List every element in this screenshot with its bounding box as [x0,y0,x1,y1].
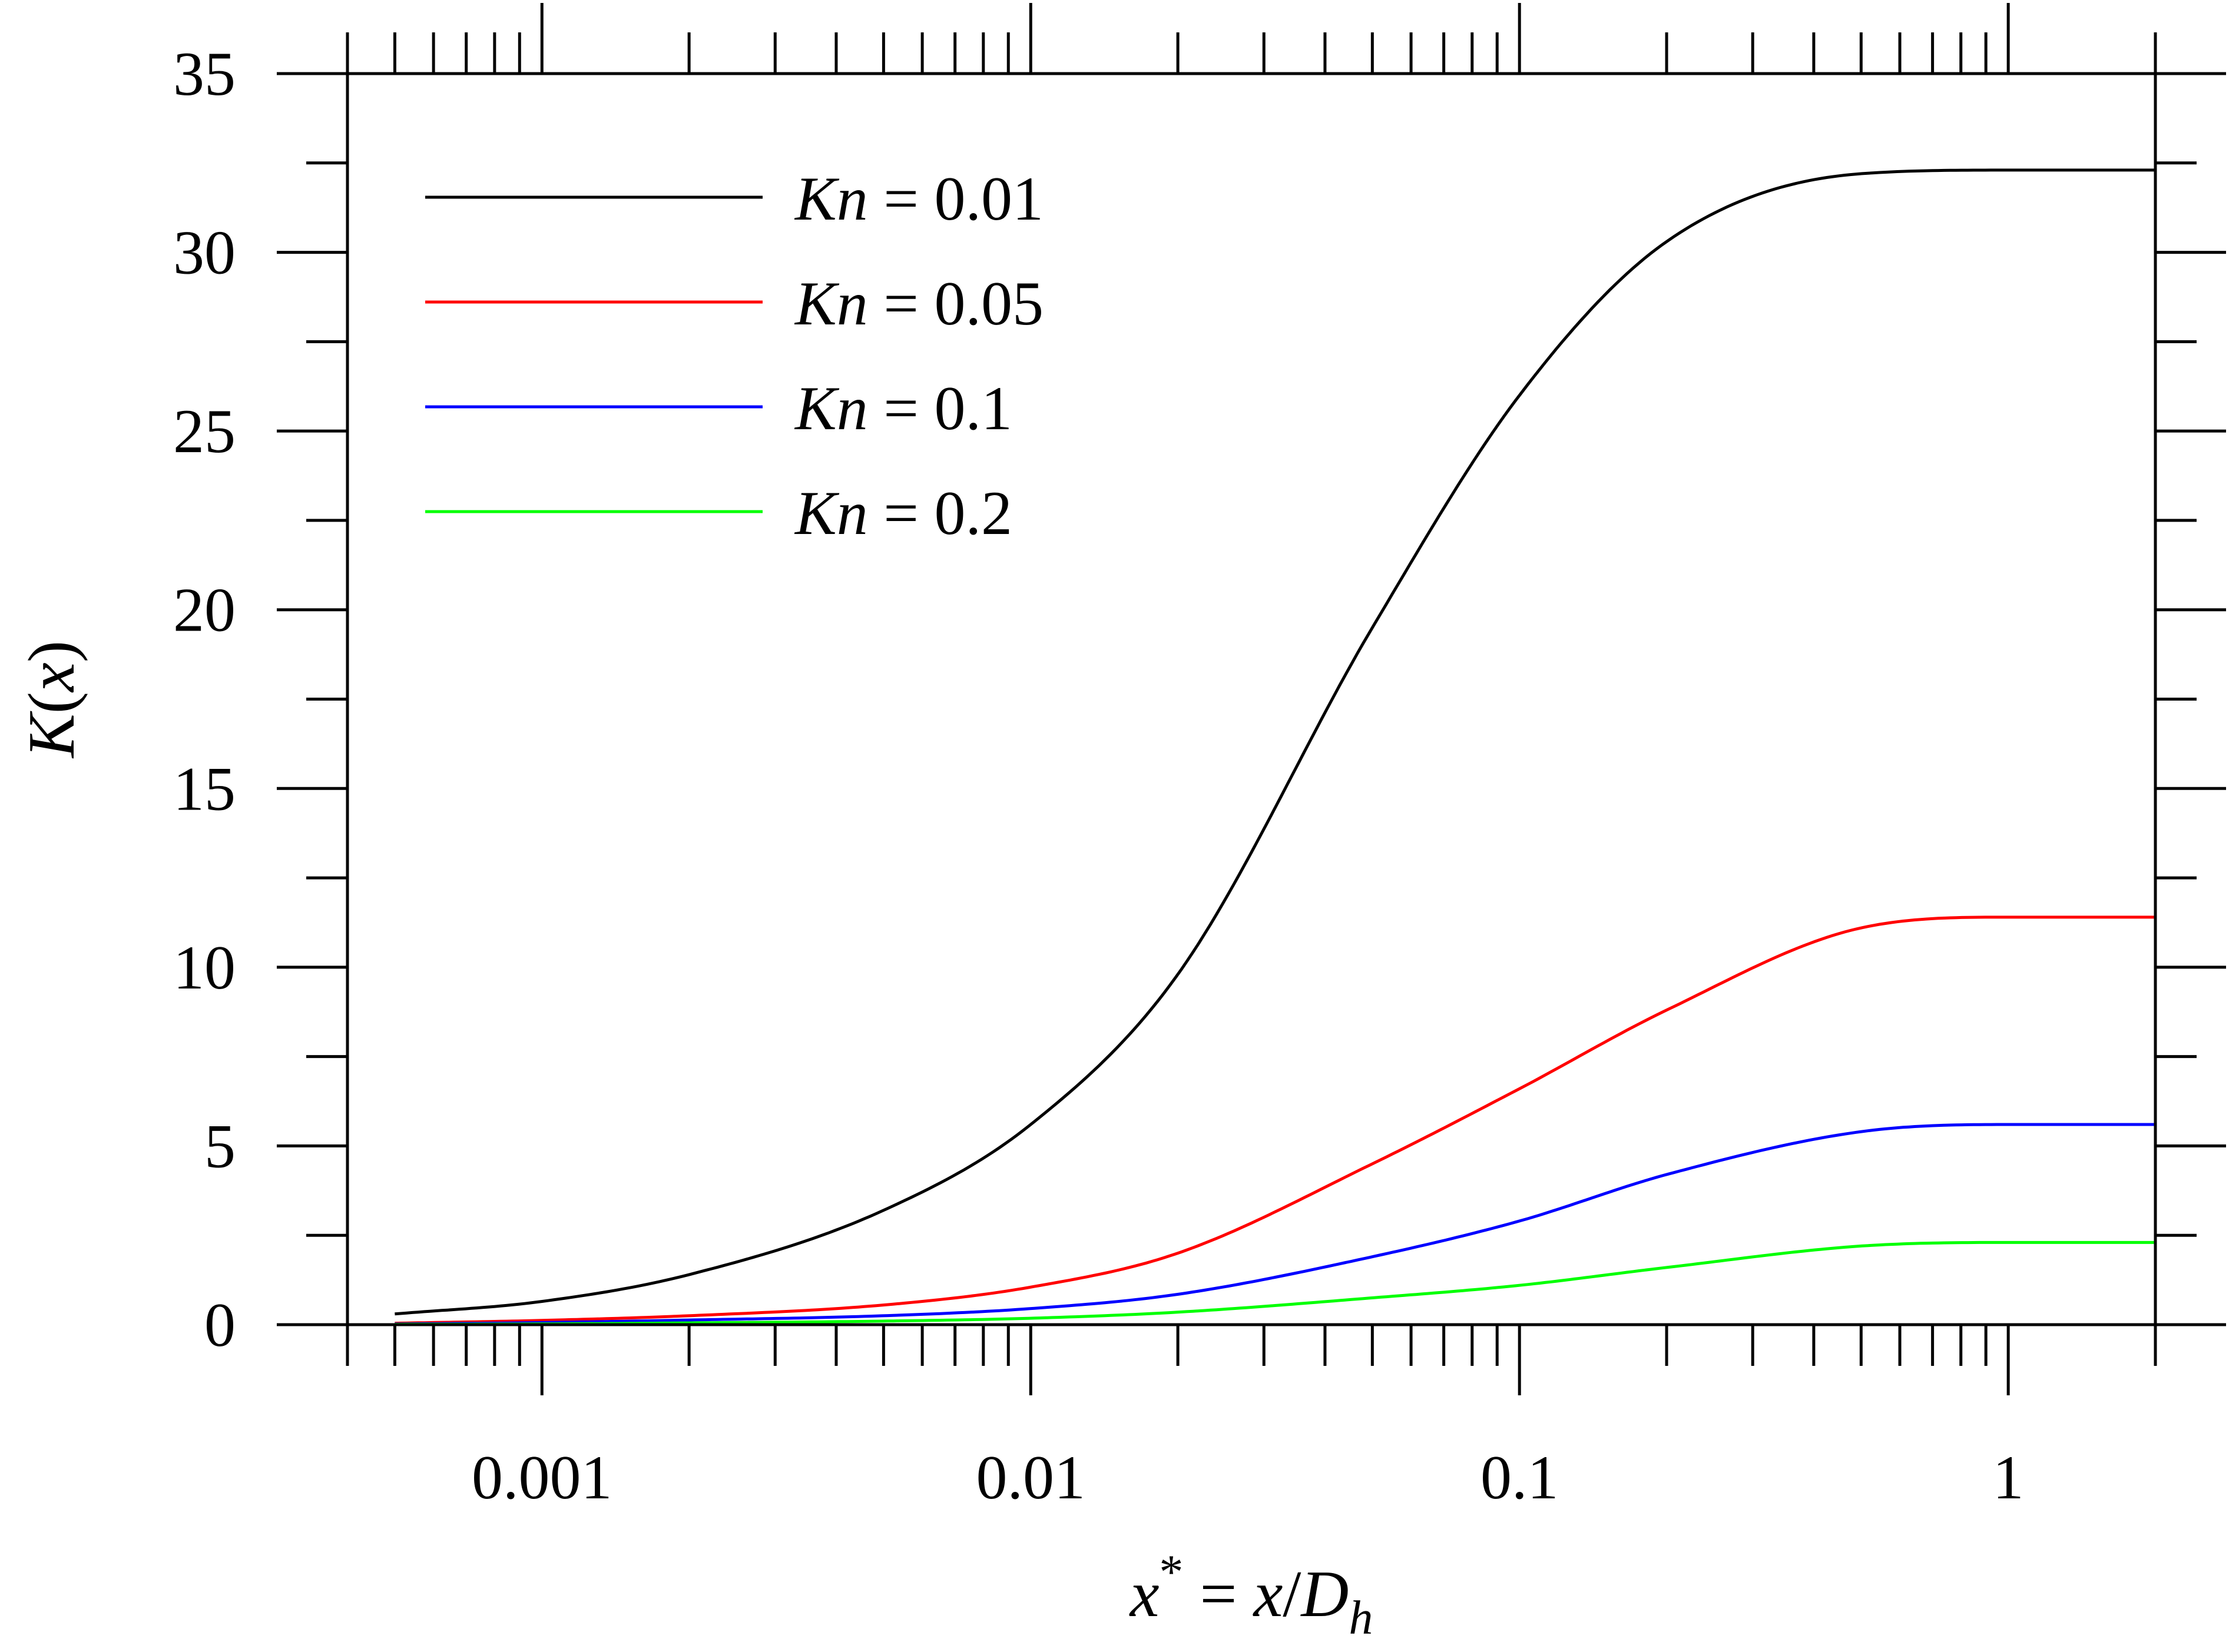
y-tick-label: 30 [173,218,236,287]
y-tick-label: 0 [204,1291,236,1359]
y-tick-label: 15 [173,754,236,823]
y-tick-label: 20 [173,576,236,645]
series-line-2 [395,915,2155,1325]
legend-label: Kn = 0.1 [794,374,1012,443]
legend-label: Kn = 0.01 [794,164,1044,233]
legend: Kn = 0.01 Kn = 0.05 Kn = 0.1 Kn = 0.2 [425,164,1044,548]
legend-label: Kn = 0.2 [794,479,1012,548]
y-tick-label: 10 [173,933,236,1002]
x-tick-label: 0.1 [1481,1443,1559,1512]
tick-labels: 0 5 10 15 20 25 30 35 0.001 0.01 0.1 1 [173,39,2024,1512]
x-tick-label: 0.01 [976,1443,1085,1512]
x-tick-label: 1 [1993,1443,2024,1512]
series-line-3 [395,1123,2155,1326]
x-tick-label: 0.001 [472,1443,612,1512]
series-line-1 [395,168,2155,1316]
x-axis-title: x* = x/Dh [1129,1545,1373,1644]
y-tick-label: 35 [173,39,236,108]
axis-ticks [277,3,2226,1395]
series-lines [395,168,2155,1326]
y-tick-label: 25 [173,397,236,466]
y-axis-title: K(x) [15,641,88,759]
plot-frame [346,72,2157,1326]
series-line-4 [395,1240,2155,1326]
y-tick-label: 5 [204,1112,236,1180]
legend-label: Kn = 0.05 [794,269,1044,338]
